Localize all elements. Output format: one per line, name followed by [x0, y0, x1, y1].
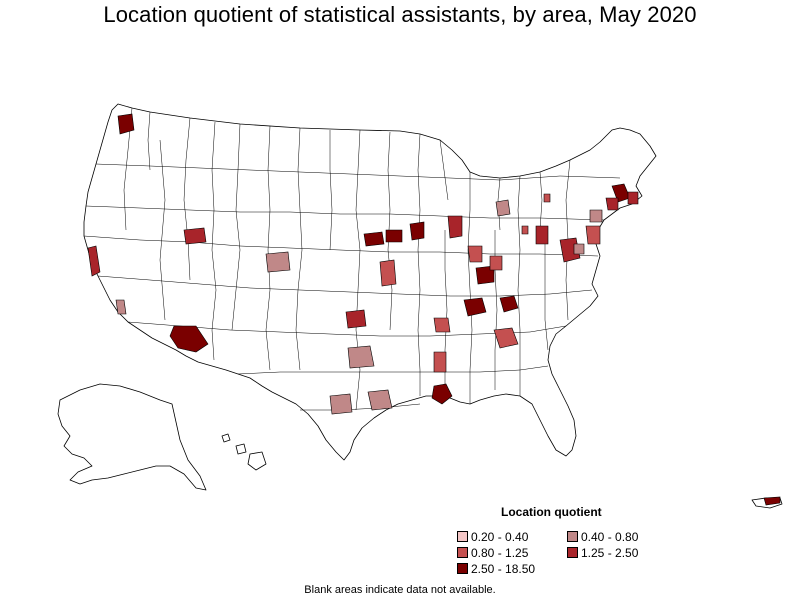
class-2-50-18-50	[117, 113, 781, 506]
contiguous-us-outline	[83, 103, 657, 461]
class-0-80-1-25	[379, 193, 601, 373]
hawaii-outline	[221, 433, 267, 471]
legend-swatch	[567, 547, 578, 559]
alaska-outline	[57, 383, 207, 491]
legend-swatch	[457, 563, 468, 575]
footnote: Blank areas indicate data not available.	[304, 584, 496, 596]
legend-item-1-25-2-50: 1.25 - 2.50	[567, 547, 638, 561]
map-title: Location quotient of statistical assista…	[103, 2, 697, 27]
legend-title: Location quotient	[501, 505, 602, 519]
legend-swatch	[457, 547, 468, 559]
legend-item-0-20-0-40: 0.20 - 0.40	[457, 531, 528, 545]
shaded-areas	[87, 113, 781, 506]
legend-item-0-80-1-25: 0.80 - 1.25	[457, 547, 528, 561]
class-0-40-0-80	[115, 199, 603, 415]
legend-item-2-50-18-50: 2.50 - 18.50	[457, 563, 535, 577]
legend-swatch	[457, 531, 468, 543]
legend-swatch	[567, 531, 578, 543]
legend-item-0-40-0-80: 0.40 - 0.80	[567, 531, 638, 545]
class-1-25-2-50	[87, 191, 639, 329]
